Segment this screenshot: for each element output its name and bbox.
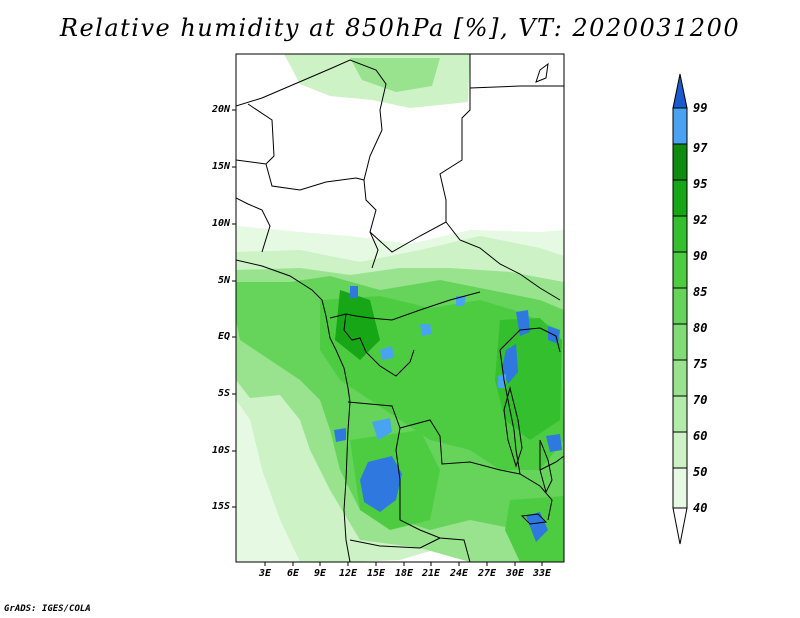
lon-label: 33E bbox=[532, 568, 552, 579]
lon-label: 18E bbox=[394, 568, 414, 579]
border bbox=[395, 427, 471, 562]
lake-shore bbox=[539, 439, 553, 494]
saturated-patch bbox=[334, 428, 346, 442]
field-north-core bbox=[350, 58, 440, 92]
colorbar-segment bbox=[672, 107, 688, 145]
border bbox=[369, 221, 561, 301]
saturated-patch bbox=[526, 512, 548, 542]
lon-ticks bbox=[264, 562, 543, 566]
colorbar-segment bbox=[672, 215, 688, 253]
grads-credit: GrADS: IGES/COLA bbox=[4, 604, 91, 614]
saturated-patch bbox=[456, 296, 466, 306]
border bbox=[499, 349, 521, 475]
colorbar-segment bbox=[672, 431, 688, 469]
border bbox=[329, 291, 481, 321]
map-frame bbox=[235, 53, 565, 563]
colorbar-label: 92 bbox=[693, 213, 708, 227]
border bbox=[236, 59, 387, 269]
colorbar-cap-top bbox=[672, 73, 688, 109]
lat-label: 20N bbox=[211, 104, 230, 115]
map-title: Relative humidity at 850hPa [%], VT: 202… bbox=[59, 14, 741, 42]
saturated-patch bbox=[360, 456, 402, 512]
border bbox=[265, 163, 365, 191]
lon-label: 30E bbox=[505, 568, 525, 579]
colorbar-cap-bottom bbox=[672, 507, 688, 545]
lat-label: 10S bbox=[211, 445, 230, 456]
lat-label: 10N bbox=[211, 218, 230, 229]
colorbar-label: 95 bbox=[693, 177, 708, 191]
colorbar-label: 85 bbox=[693, 285, 708, 299]
colorbar-segment bbox=[672, 287, 688, 325]
border bbox=[499, 327, 561, 353]
border bbox=[236, 197, 271, 253]
colorbar-segment bbox=[672, 179, 688, 217]
field-layer-95 bbox=[335, 290, 380, 360]
lat-label: 15S bbox=[211, 501, 230, 512]
border bbox=[439, 54, 471, 222]
colorbar-segment bbox=[672, 467, 688, 509]
colorbar-segment bbox=[672, 143, 688, 181]
lake-shore bbox=[535, 62, 549, 83]
border bbox=[539, 455, 564, 471]
colorbar-segment bbox=[672, 359, 688, 397]
lon-label: 12E bbox=[338, 568, 358, 579]
colorbar-label: 40 bbox=[693, 501, 708, 515]
border bbox=[349, 537, 441, 549]
saturated-patch bbox=[372, 418, 392, 440]
boundaries bbox=[236, 54, 564, 562]
colorbar-label: 80 bbox=[693, 321, 708, 335]
border bbox=[469, 85, 564, 89]
colorbar-label: 60 bbox=[693, 429, 708, 443]
humidity-field bbox=[236, 54, 564, 562]
border bbox=[236, 103, 275, 165]
coastline bbox=[236, 259, 351, 562]
ocean-region bbox=[236, 400, 300, 562]
lon-label: 21E bbox=[421, 568, 441, 579]
lon-label: 3E bbox=[258, 568, 272, 579]
colorbar-label: 97 bbox=[693, 141, 708, 155]
saturated-patch bbox=[546, 434, 562, 452]
saturated-patch bbox=[420, 324, 432, 336]
colorbar-label: 70 bbox=[693, 393, 708, 407]
border bbox=[347, 401, 553, 521]
lat-label: EQ bbox=[217, 331, 230, 342]
colorbar-segment bbox=[672, 251, 688, 289]
saturated-patch bbox=[380, 346, 394, 360]
lon-label: 9E bbox=[313, 568, 327, 579]
border bbox=[343, 313, 415, 377]
lon-label: 6E bbox=[286, 568, 300, 579]
colorbar-segment bbox=[672, 395, 688, 433]
lat-label: 15N bbox=[211, 161, 230, 172]
lat-label: 5N bbox=[217, 275, 230, 286]
colorbar-label: 75 bbox=[693, 357, 708, 371]
lat-ticks bbox=[232, 109, 236, 508]
saturated-patch bbox=[350, 286, 358, 298]
lon-label: 24E bbox=[449, 568, 469, 579]
lon-label: 15E bbox=[366, 568, 386, 579]
lat-label: 5S bbox=[217, 388, 230, 399]
colorbar-label: 90 bbox=[693, 249, 708, 263]
colorbar-label: 50 bbox=[693, 465, 708, 479]
lake-shore bbox=[503, 386, 523, 468]
colorbar-segment bbox=[672, 323, 688, 361]
lon-label: 27E bbox=[477, 568, 497, 579]
colorbar bbox=[672, 73, 688, 545]
colorbar-label: 99 bbox=[693, 101, 708, 115]
lake-shore bbox=[520, 513, 548, 525]
